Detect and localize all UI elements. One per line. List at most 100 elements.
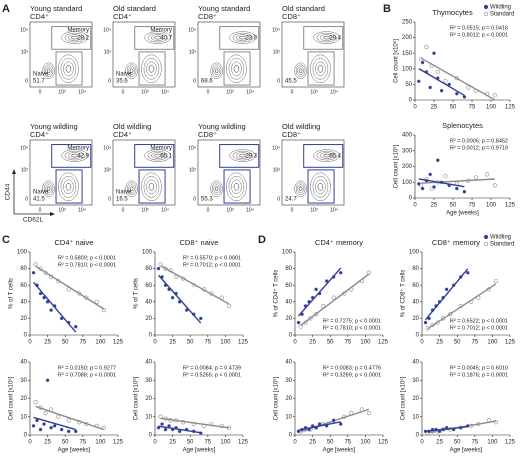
gate-value: 45.5 bbox=[285, 79, 297, 85]
y-tick-label: 0 bbox=[289, 333, 293, 339]
y-tick-label: 0 bbox=[409, 196, 413, 202]
contour bbox=[317, 65, 324, 73]
y-tick-label: 10⁴ bbox=[20, 27, 28, 33]
plot-title: Old wildling bbox=[113, 122, 151, 131]
y-tick-label: 20 bbox=[20, 396, 27, 402]
x-tick-label: 50 bbox=[62, 440, 69, 446]
y-tick-label: 40 bbox=[412, 299, 419, 305]
point bbox=[314, 287, 319, 292]
point bbox=[160, 422, 164, 426]
contour bbox=[315, 179, 326, 195]
chart-title: CD4⁺ naive bbox=[55, 238, 94, 247]
point bbox=[443, 173, 448, 179]
point bbox=[466, 85, 471, 90]
y-tick-label: 10⁴ bbox=[272, 145, 280, 151]
fit-line bbox=[160, 265, 230, 305]
x-tick-label: 0 bbox=[413, 203, 417, 209]
point bbox=[338, 270, 343, 275]
y-tick-label: 100 bbox=[17, 250, 28, 256]
contour bbox=[319, 34, 334, 41]
contour bbox=[154, 153, 162, 158]
memory-gate bbox=[51, 144, 92, 168]
x-tick-label: 10³ bbox=[226, 89, 234, 95]
y-tick-label: 0 bbox=[416, 433, 420, 439]
point bbox=[94, 299, 99, 304]
point bbox=[462, 94, 467, 99]
x-tick-label: 125 bbox=[113, 440, 124, 446]
point bbox=[66, 429, 71, 434]
contour bbox=[214, 68, 219, 73]
stat-text: R² = 0.7810; p < 0.0001 bbox=[323, 325, 381, 331]
x-tick-label: 125 bbox=[378, 340, 389, 346]
x-tick-label: 100 bbox=[360, 440, 371, 446]
contour bbox=[67, 34, 82, 41]
point bbox=[308, 316, 313, 321]
contour bbox=[229, 31, 256, 44]
fit-line bbox=[160, 417, 230, 429]
contour bbox=[64, 150, 85, 161]
point bbox=[423, 320, 428, 325]
naive-gate bbox=[138, 51, 166, 86]
y-tick-label: 40 bbox=[20, 299, 27, 305]
contour bbox=[315, 61, 326, 77]
x-tick-label: 10³ bbox=[58, 207, 66, 213]
contour bbox=[65, 65, 72, 73]
naive-gate bbox=[138, 169, 166, 204]
x-tick-label: 100 bbox=[487, 440, 498, 446]
contour bbox=[232, 150, 253, 161]
y-tick-label: 10² bbox=[273, 167, 281, 173]
contour bbox=[126, 64, 137, 77]
point bbox=[416, 79, 421, 84]
point bbox=[439, 88, 444, 93]
y-tick-label: 0 bbox=[277, 78, 280, 84]
contour bbox=[239, 153, 247, 158]
chart-title: CD8⁺ memory bbox=[432, 238, 480, 247]
contour bbox=[147, 150, 168, 161]
x-tick-label: 10⁴ bbox=[78, 89, 86, 95]
plot-frame bbox=[281, 21, 345, 88]
x-tick-label: 25 bbox=[44, 440, 51, 446]
contour bbox=[67, 152, 82, 159]
y-tick-label: 0 bbox=[193, 78, 196, 84]
x-tick-label: 50 bbox=[327, 340, 334, 346]
y-tick-label: 300 bbox=[402, 148, 413, 154]
contour bbox=[63, 61, 74, 77]
y-tick-label: 0 bbox=[25, 196, 28, 202]
stat-text: R² = 0.0083; p = 0.4776 bbox=[323, 365, 381, 371]
contour bbox=[126, 182, 137, 195]
contour bbox=[43, 182, 54, 195]
y-tick-label: 20 bbox=[412, 396, 419, 402]
plot-title: Young standard bbox=[30, 4, 82, 13]
gate-value: 40.7 bbox=[160, 36, 172, 42]
contour bbox=[42, 62, 55, 79]
memory-gate bbox=[51, 26, 92, 50]
contour bbox=[229, 149, 256, 162]
point bbox=[435, 69, 440, 75]
panel-label: B bbox=[383, 3, 391, 15]
y-tick-label: 10² bbox=[21, 49, 29, 55]
y-axis-label: % of CD4⁺ T cells bbox=[273, 270, 280, 318]
y-tick-label: 100 bbox=[402, 66, 413, 72]
stat-text: R² = 0.1876; p = 0.0001 bbox=[450, 372, 508, 378]
contour bbox=[148, 65, 155, 73]
x-tick-label: 10⁴ bbox=[78, 207, 86, 213]
contour bbox=[128, 184, 135, 193]
y-tick-label: 20 bbox=[145, 396, 152, 402]
panel-label: A bbox=[2, 3, 10, 15]
point bbox=[163, 266, 168, 271]
contour bbox=[146, 61, 157, 77]
gate-value: 35.6 bbox=[116, 79, 128, 85]
y-tick-label: 10⁴ bbox=[188, 145, 196, 151]
x-tick-label: 0 bbox=[39, 89, 42, 95]
x-axis-label: Age [weeks] bbox=[58, 448, 91, 454]
x-tick-label: 75 bbox=[471, 340, 478, 346]
contour bbox=[235, 34, 250, 41]
plot-title: CD8⁺ bbox=[198, 12, 217, 21]
x-tick-label: 0 bbox=[420, 340, 424, 346]
point bbox=[492, 183, 497, 188]
contour bbox=[235, 152, 250, 159]
y-tick-label: 0 bbox=[108, 78, 111, 84]
contour bbox=[71, 35, 79, 40]
contour bbox=[143, 176, 160, 198]
point bbox=[163, 427, 168, 432]
